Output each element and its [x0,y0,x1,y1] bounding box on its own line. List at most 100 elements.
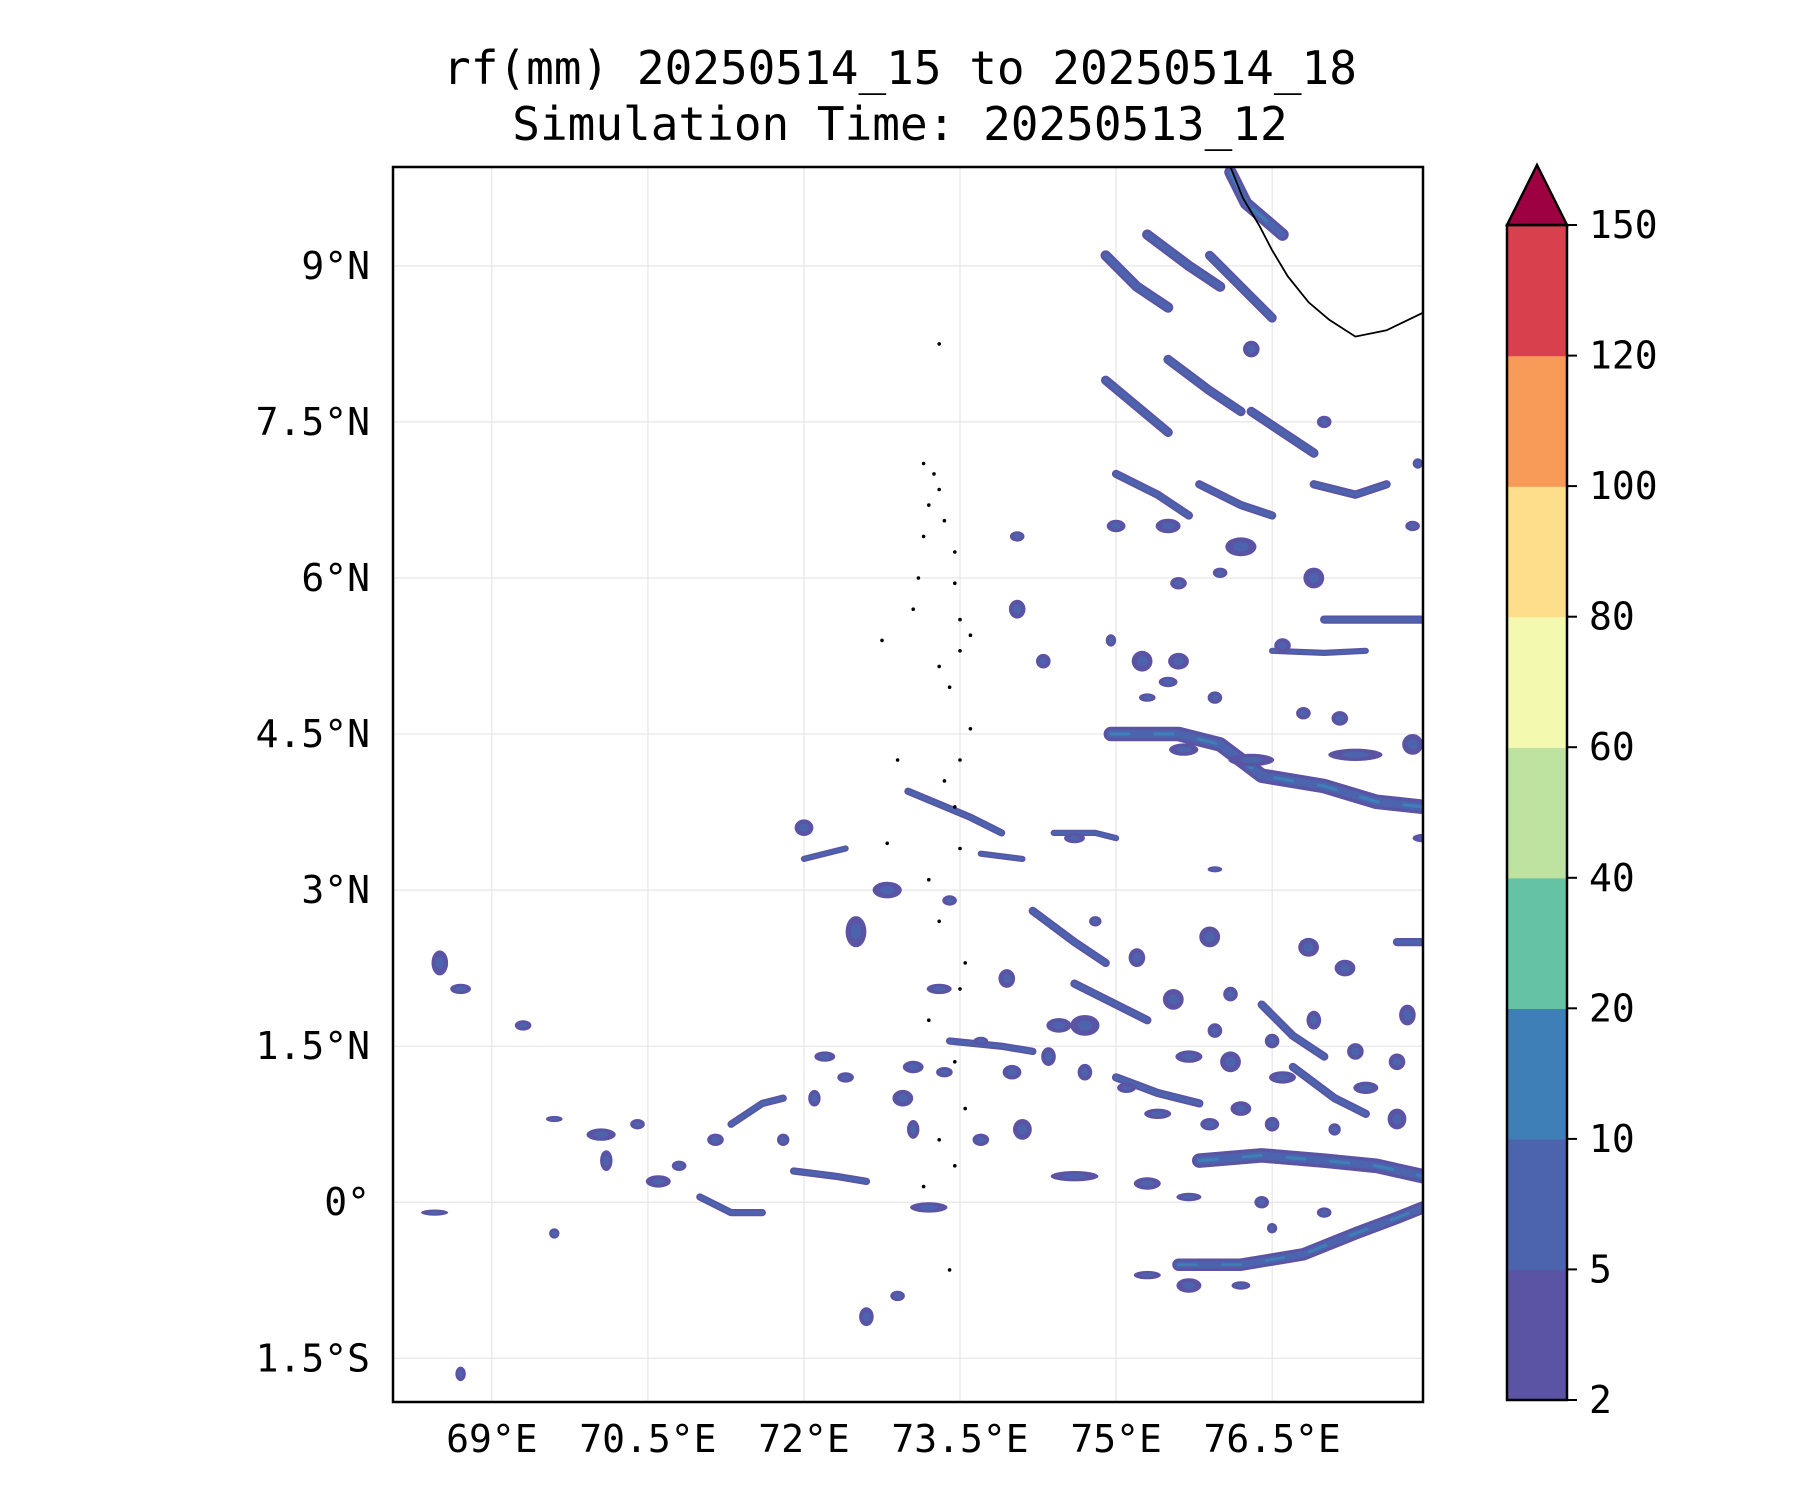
island-26 [953,1060,957,1064]
rain-band-core-12 [1311,482,1389,497]
rain-band-core-24 [802,846,848,861]
rain-cell-core-49 [1140,1180,1155,1187]
rain-band-core-19 [947,1039,1035,1054]
rain-cell-core-9 [894,1293,902,1299]
lat-tick-label-3: 4.5°N [256,712,370,756]
colorbar-tick-label-0: 2 [1589,1378,1612,1422]
rain-band-core-4 [1144,231,1223,290]
rain-cell-core-68 [1239,756,1263,764]
island-29 [953,1164,957,1168]
island-34 [885,841,889,846]
island-12 [968,633,973,637]
rain-cell-core-6 [458,1370,464,1378]
rain-cell-core-1 [455,986,466,992]
rain-cell-core-72 [1233,542,1249,552]
island-18 [942,779,947,783]
map-frame [391,165,1425,1404]
rain-cell-core-12 [799,823,809,832]
island-28 [937,1138,941,1142]
rain-cell-core-93 [897,1094,908,1103]
rain-cell-core-76 [1013,604,1022,614]
rain-cell-core-91 [633,1121,642,1127]
rain-band-core-17 [1290,1064,1369,1117]
india-coastline [1229,167,1423,338]
rain-cell-core-87 [819,1054,830,1060]
rain-cell-core-97 [1247,344,1256,354]
island-11 [958,617,962,622]
rain-cell-core-4 [603,1155,610,1166]
lat-tick-label-0: 9°N [301,244,370,288]
rain-cell-core-47 [977,1038,985,1044]
rain-cell-core-31 [1351,1047,1360,1056]
island-1 [921,461,926,466]
island-3 [937,487,941,492]
rain-cell-core-2 [518,1022,528,1028]
rain-cell-core-61 [1163,679,1173,685]
rain-band-core-14 [1072,981,1150,1023]
rain-cell-core-46 [1052,1021,1066,1029]
rain-cell-core-26 [1235,1105,1247,1113]
rain-cell-core-80 [1335,714,1345,723]
rain-cell-core-3 [593,1131,609,1138]
rain-cell-core-43 [1204,931,1215,943]
rain-cell-core-44 [1132,953,1142,963]
latitude-tick-labels: 9°N 7.5°N 6°N 4.5°N 3°N 1.5°N 0° 1.5°S [256,244,370,1380]
rain-cell-core-18 [933,986,946,992]
rain-cell-core-28 [1205,1121,1215,1128]
rain-cell-core-45 [1092,918,1099,924]
rain-cell-core-96 [1077,1020,1093,1031]
colorbar-bin-5 [1507,616,1567,748]
colorbar: 2 5 10 20 40 60 80 100 120 150 [1504,162,1658,1422]
colorbar-tick-label-2: 10 [1589,1117,1635,1161]
rain-cell-core-24 [1225,1056,1236,1068]
rain-band-core-9 [1248,408,1317,456]
rain-band-core-5 [1207,252,1275,321]
lon-tick-label-2: 72°E [758,1417,850,1461]
island-14 [937,664,941,669]
rain-cell-core-88 [652,1178,665,1185]
lat-tick-label-5: 1.5°N [256,1024,370,1068]
lat-tick-label-7: 1.5°S [256,1336,370,1380]
rain-cell-core-20 [1044,1051,1053,1062]
rain-cell-core-48 [1062,1173,1087,1179]
rain-cell-core-7 [427,1211,442,1215]
rain-cell-core-36 [1359,1084,1373,1091]
chart-title-line-2: Simulation Time: 20250513_12 [512,97,1288,151]
rain-cell-core-54 [1140,1273,1155,1278]
rain-cell-core-69 [1176,746,1191,753]
island-16 [968,727,973,731]
rain-cell-core-67 [1341,751,1369,758]
rain-cell-core-65 [1407,739,1418,750]
rain-cell-core-62 [1143,695,1152,700]
rain-cell-core-50 [1182,1194,1196,1200]
island-2 [932,472,936,476]
island-9 [911,607,915,611]
colorbar-tick-label-7: 100 [1589,464,1658,508]
rain-cell-core-30 [1331,1126,1338,1133]
rain-cell-core-51 [1258,1199,1266,1206]
rain-cell-core-78 [1174,580,1183,587]
lat-tick-label-2: 6°N [301,556,370,600]
longitude-tick-labels: 69°E 70.5°E 72°E 73.5°E 75°E 76.5°E [446,1417,1341,1461]
colorbar-extend-max [1504,162,1570,227]
island-17 [958,758,962,762]
rain-cell-core-41 [1268,1037,1276,1045]
island-32 [895,758,900,762]
rain-cell-core-53 [1320,1210,1328,1216]
colorbar-bin-2 [1507,1008,1567,1140]
island-23 [963,961,967,965]
island-20 [958,846,962,851]
island-24 [958,987,962,991]
rain-cell-core-27 [1150,1111,1165,1117]
lon-tick-label-5: 76.5°E [1204,1417,1341,1461]
rain-cell-core-85 [780,1136,787,1143]
rain-cell-core-19 [1007,1068,1017,1076]
rain-cell-core-73 [1308,572,1320,584]
rain-band-23 [696,1193,766,1217]
rain-band-core-10 [1113,471,1192,518]
island-27 [963,1106,967,1111]
island-15 [947,685,952,689]
rain-cell-core-37 [1211,1027,1219,1035]
colorbar-tick-label-5: 60 [1589,725,1635,769]
island-22 [937,919,941,924]
